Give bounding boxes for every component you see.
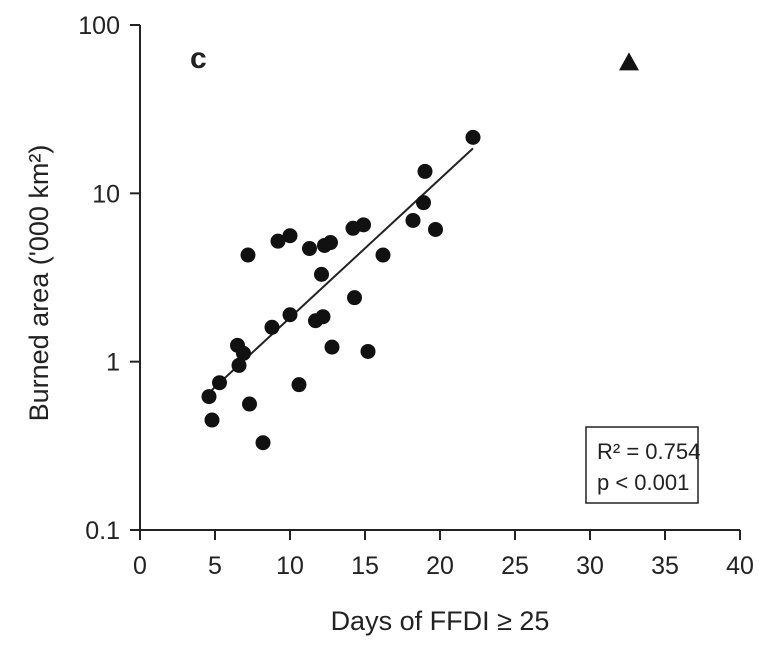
y-tick-label: 1 — [106, 349, 120, 377]
data-point — [416, 195, 431, 211]
data-points — [201, 52, 639, 451]
x-tick-label: 40 — [726, 552, 754, 580]
data-point-triangle — [619, 52, 639, 71]
data-point — [347, 290, 362, 306]
data-point — [242, 396, 257, 412]
y-tick-label: 0.1 — [85, 517, 120, 545]
panel-label: c — [190, 42, 207, 75]
data-point — [255, 435, 271, 451]
x-ticks: 0 5 10 15 20 25 30 35 40 — [133, 530, 754, 580]
data-point — [315, 309, 331, 325]
y-axis-title: Burned area ('000 km²) — [24, 145, 54, 422]
data-point — [282, 228, 298, 244]
data-point — [405, 212, 421, 228]
data-point — [236, 345, 251, 361]
stats-box — [585, 426, 699, 504]
data-point — [314, 266, 329, 282]
data-point — [264, 319, 280, 335]
data-point — [204, 412, 220, 428]
y-ticks: 0.1 1 10 100 — [78, 12, 140, 545]
x-tick-label: 0 — [133, 552, 147, 580]
x-tick-label: 10 — [276, 552, 304, 580]
x-tick-label: 5 — [208, 552, 222, 580]
data-point — [270, 233, 286, 249]
data-point — [324, 339, 340, 355]
data-point — [291, 377, 307, 393]
data-point — [417, 163, 433, 179]
x-tick-label: 20 — [426, 552, 454, 580]
x-axis-title: Days of FFDI ≥ 25 — [331, 606, 550, 636]
x-tick-label: 15 — [351, 552, 379, 580]
data-point — [428, 221, 443, 237]
data-point — [356, 217, 371, 233]
data-point — [465, 129, 481, 145]
x-tick-label: 25 — [501, 552, 529, 580]
trendline — [211, 147, 474, 391]
data-point — [302, 241, 317, 257]
data-point — [282, 307, 298, 323]
data-point — [231, 357, 247, 373]
data-point — [375, 247, 391, 263]
data-point — [360, 343, 376, 359]
data-point — [201, 389, 217, 405]
stats-p-value: p < 0.001 — [597, 470, 689, 495]
data-point — [240, 247, 256, 263]
stats-r-squared: R² = 0.754 — [597, 439, 700, 464]
y-tick-label: 100 — [78, 12, 120, 40]
stats-annotation: R² = 0.754 p < 0.001 — [585, 426, 700, 504]
x-tick-label: 30 — [576, 552, 604, 580]
data-point — [323, 235, 338, 251]
y-tick-label: 10 — [92, 180, 120, 208]
data-point — [212, 375, 227, 391]
x-tick-label: 35 — [651, 552, 679, 580]
